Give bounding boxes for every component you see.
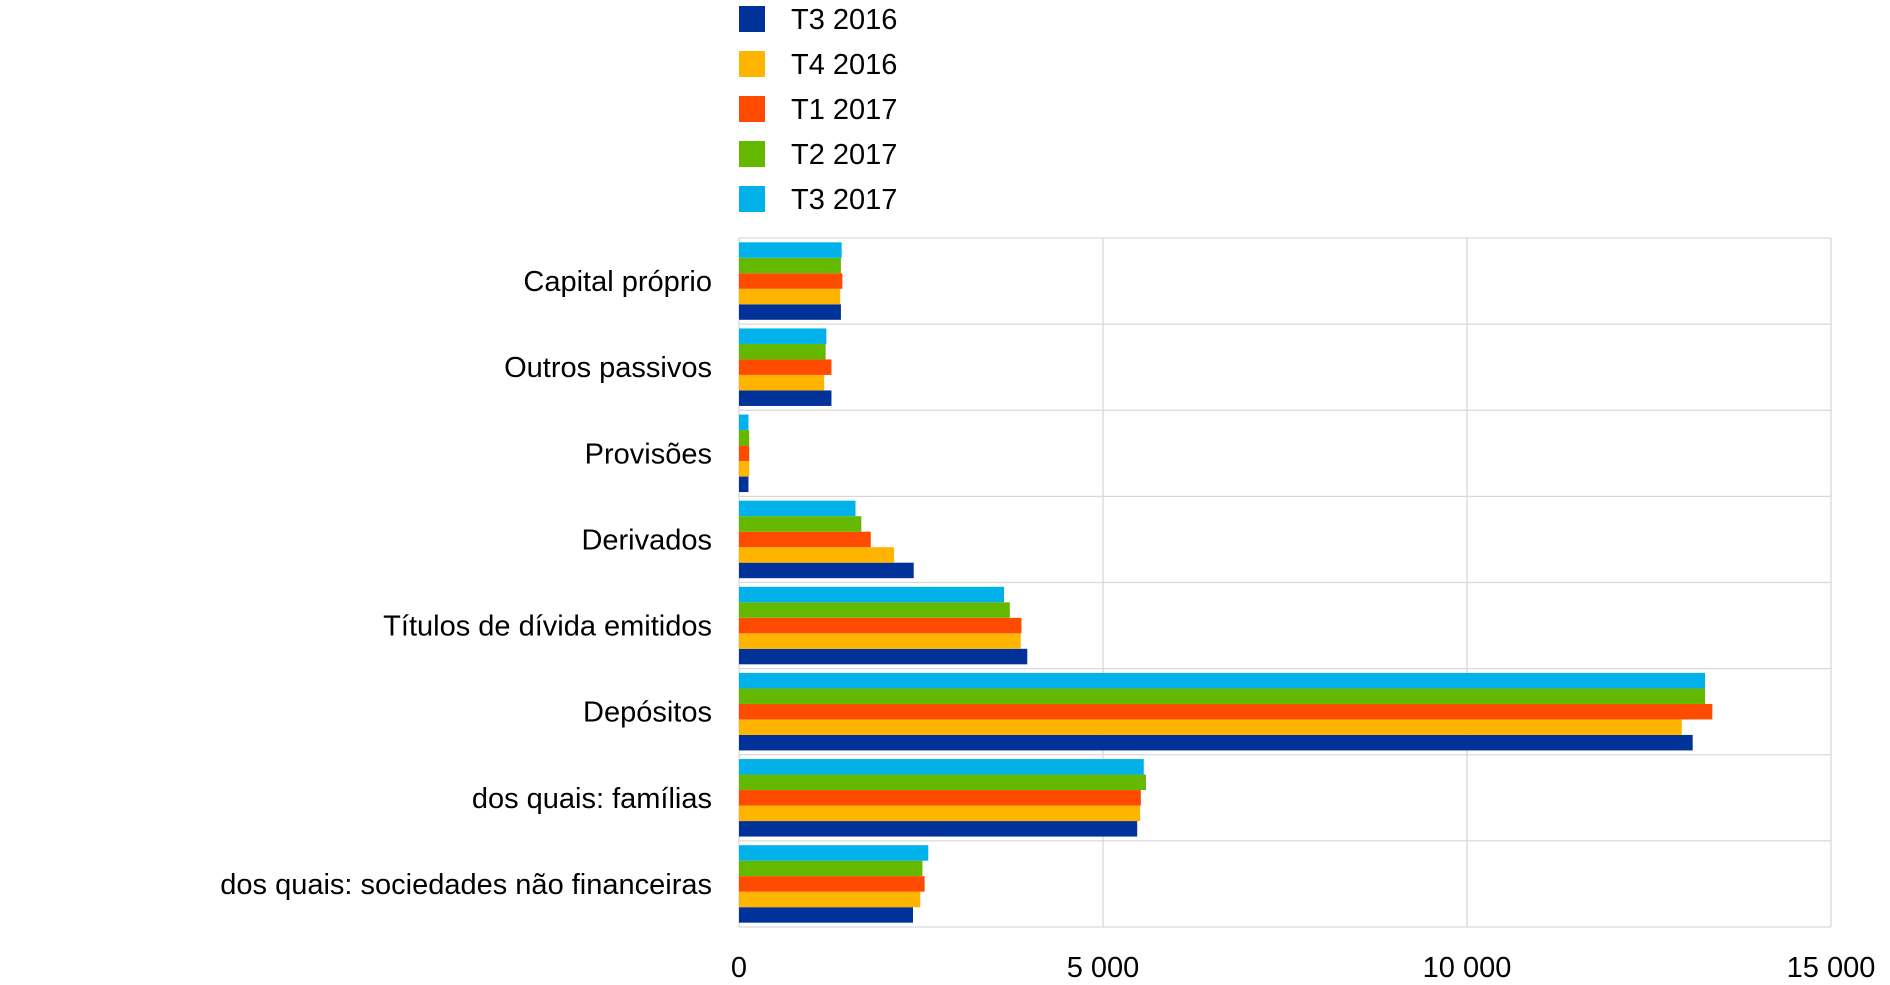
bars <box>739 242 1713 923</box>
bar <box>739 876 925 892</box>
legend-label: T3 2017 <box>791 184 897 216</box>
bar <box>739 774 1146 791</box>
category-label: Capital próprio <box>523 266 712 298</box>
category-label: Títulos de dívida emitidos <box>383 611 712 643</box>
bar <box>739 304 841 320</box>
bar <box>739 719 1682 735</box>
gridlines <box>738 237 1832 928</box>
bar <box>739 805 1141 822</box>
x-tick-label: 0 <box>731 952 747 984</box>
bar <box>739 648 1028 665</box>
bar <box>739 672 1706 689</box>
x-tick-label: 5 000 <box>1067 952 1140 984</box>
bar <box>739 562 914 579</box>
bar <box>739 688 1706 704</box>
bar <box>739 430 750 446</box>
bar <box>739 547 895 563</box>
bar <box>739 759 1144 775</box>
bar <box>739 390 832 406</box>
bar <box>739 242 842 258</box>
bar <box>739 703 1713 720</box>
legend-label: T2 2017 <box>791 139 897 171</box>
bar <box>739 586 1004 603</box>
bar <box>739 374 825 391</box>
bar <box>739 516 862 532</box>
bar <box>739 891 921 908</box>
category-label: Provisões <box>585 438 712 470</box>
legend: T3 2016 T4 2016 T1 2017 T2 2017 T3 2017 <box>739 4 897 216</box>
category-labels: Capital próprio Outros passivos Provisões D… <box>220 266 712 901</box>
bar <box>739 273 843 289</box>
bar <box>739 414 749 431</box>
legend-label: T3 2016 <box>791 4 897 36</box>
bar <box>739 288 841 305</box>
bar <box>739 821 1138 837</box>
bar <box>739 907 913 923</box>
bar <box>739 343 826 360</box>
bar <box>739 734 1693 751</box>
bar <box>739 845 929 861</box>
bar <box>739 476 749 493</box>
category-label: dos quais: sociedades não financeiras <box>220 869 712 901</box>
bar <box>739 328 827 344</box>
bar <box>739 257 841 274</box>
category-label: Outros passivos <box>504 352 712 384</box>
bar <box>739 359 832 375</box>
bar <box>739 602 1010 618</box>
bar <box>739 633 1021 649</box>
legend-swatch <box>739 51 765 77</box>
bar <box>739 790 1141 806</box>
bar <box>739 617 1022 634</box>
legend-label: T1 2017 <box>791 94 897 126</box>
legend-label: T4 2016 <box>791 49 897 81</box>
bar <box>739 500 856 517</box>
category-label: Derivados <box>581 524 712 556</box>
bar <box>739 445 750 462</box>
bar <box>739 461 750 477</box>
bar <box>739 860 923 877</box>
legend-swatch <box>739 96 765 122</box>
category-label: dos quais: famílias <box>472 783 712 815</box>
bar <box>739 531 871 548</box>
x-tick-label: 15 000 <box>1787 952 1876 984</box>
category-label: Depósitos <box>583 697 712 729</box>
legend-swatch <box>739 186 765 212</box>
legend-swatch <box>739 141 765 167</box>
legend-swatch <box>739 6 765 32</box>
x-tick-label: 10 000 <box>1423 952 1512 984</box>
x-axis-tick-labels: 0 5 000 10 000 15 000 <box>731 952 1875 984</box>
